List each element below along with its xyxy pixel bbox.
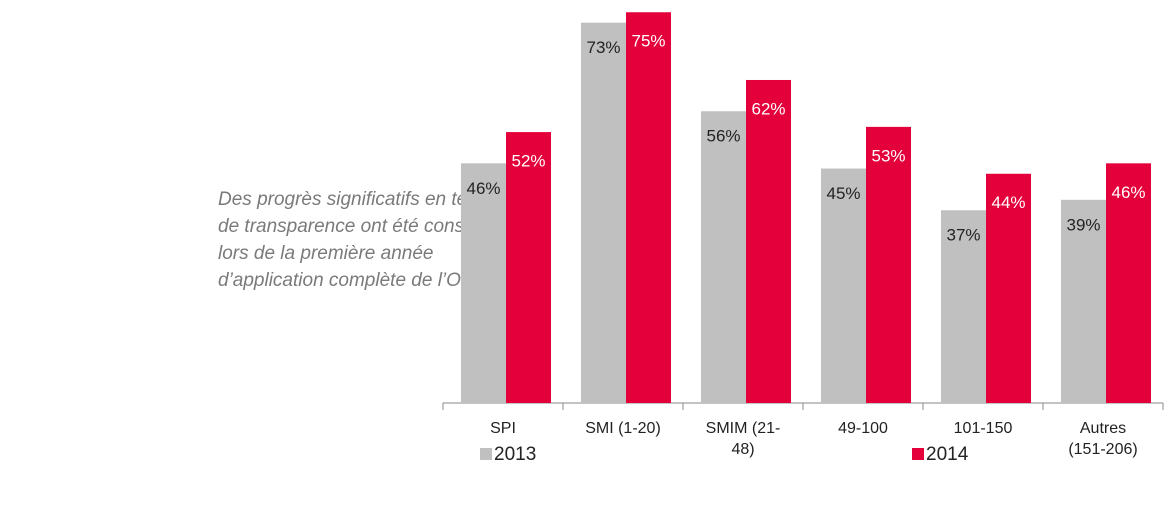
legend-label: 2013 bbox=[494, 444, 536, 465]
bar bbox=[866, 126, 911, 404]
value-label: 52% bbox=[511, 152, 545, 171]
note-line: d’application complète de l’ORAb. bbox=[218, 270, 504, 291]
value-label: 37% bbox=[946, 226, 980, 245]
legend-swatch bbox=[480, 448, 492, 460]
bar bbox=[461, 163, 506, 403]
bar bbox=[626, 12, 671, 403]
legend-swatch bbox=[912, 448, 924, 460]
x-tick-label: Autres (151-206) bbox=[1068, 420, 1138, 458]
value-label: 45% bbox=[826, 184, 860, 203]
bar bbox=[941, 210, 986, 403]
bar bbox=[1106, 163, 1151, 403]
bar bbox=[701, 111, 746, 404]
value-label: 46% bbox=[466, 179, 500, 198]
value-label: 56% bbox=[706, 127, 740, 146]
value-label: 53% bbox=[871, 146, 905, 165]
bar bbox=[986, 173, 1031, 403]
bar bbox=[1061, 199, 1106, 403]
note: Des progrès significatifs en termes de t… bbox=[218, 186, 509, 294]
note-line: de transparence ont été constatés bbox=[218, 216, 506, 237]
bar bbox=[821, 168, 866, 403]
bar bbox=[581, 22, 626, 403]
value-label: 75% bbox=[631, 32, 665, 51]
legend-label: 2014 bbox=[926, 444, 969, 465]
value-label: 73% bbox=[586, 38, 620, 57]
bar bbox=[506, 132, 551, 403]
note-line: Des progrès significatifs en termes bbox=[218, 189, 510, 210]
value-label: 39% bbox=[1066, 215, 1100, 234]
bar bbox=[746, 79, 791, 403]
x-tick-label: SPI bbox=[490, 420, 516, 437]
value-label: 62% bbox=[751, 99, 785, 118]
note-line: lors de la première année bbox=[218, 243, 434, 264]
value-label: 46% bbox=[1111, 183, 1145, 202]
x-tick-label: SMIM (21-48) bbox=[705, 420, 781, 458]
value-label: 44% bbox=[991, 193, 1025, 212]
x-tick-label: 101-150 bbox=[953, 420, 1013, 437]
x-tick-label: SMI (1-20) bbox=[585, 420, 661, 437]
x-tick-label: 49-100 bbox=[838, 420, 888, 437]
